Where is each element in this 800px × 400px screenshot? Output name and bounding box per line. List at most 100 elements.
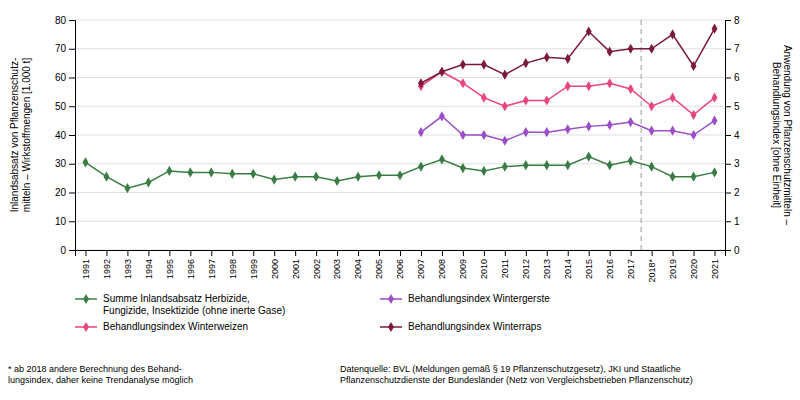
tick-mark — [69, 78, 75, 79]
tick-mark — [358, 250, 359, 256]
marker — [271, 174, 277, 184]
tick-label: 2014 — [563, 259, 573, 279]
tick: 1994 — [144, 250, 154, 279]
series — [418, 111, 717, 146]
tick: 2020 — [689, 250, 699, 279]
tick: 2005 — [374, 250, 384, 279]
text-line: Pflanzenschutzdienste der Bundesländer (… — [340, 375, 693, 385]
marker — [418, 162, 424, 172]
marker — [565, 81, 571, 91]
marker — [565, 54, 571, 64]
marker — [649, 44, 655, 54]
tick-label: 1 — [734, 216, 740, 227]
tick-mark — [400, 250, 401, 256]
tick: 40 — [55, 130, 75, 141]
marker — [481, 93, 487, 103]
tick: 2010 — [479, 250, 489, 279]
legend: Summe Inlandsabsatz Herbizide,Fungizide,… — [75, 293, 550, 332]
marker — [649, 101, 655, 111]
marker — [439, 111, 445, 121]
legend-label: Behandlungsindex Winterweizen — [103, 321, 248, 332]
tick-mark — [169, 250, 170, 256]
marker — [481, 130, 487, 140]
marker — [523, 160, 529, 170]
marker — [439, 154, 445, 164]
marker — [460, 163, 466, 173]
tick: 30 — [55, 158, 75, 169]
marker — [418, 78, 424, 88]
marker — [104, 172, 110, 182]
tick-mark — [148, 250, 149, 256]
tick-label: 2003 — [332, 259, 342, 279]
legend-item: Behandlungsindex Winterweizen — [75, 321, 248, 332]
series-line — [421, 29, 715, 84]
tick-mark — [421, 250, 422, 256]
tick-label: 2011 — [500, 259, 510, 278]
tick: 4 — [725, 130, 740, 141]
tick-label: 2007 — [416, 259, 426, 279]
tick: 1992 — [102, 250, 112, 279]
marker — [691, 110, 697, 120]
marker — [292, 172, 298, 182]
text-line: mitteln – Wirkstoffmengen [1.000 t] — [21, 58, 32, 213]
marker — [439, 67, 445, 77]
tick: 2008 — [437, 250, 447, 279]
tick-mark — [232, 250, 233, 256]
marker — [502, 101, 508, 111]
marker — [607, 120, 613, 130]
marker — [523, 95, 529, 105]
tick: 2015 — [584, 250, 594, 279]
marker — [187, 167, 193, 177]
tick-label: 1998 — [228, 259, 238, 279]
tick: 2007 — [416, 250, 426, 279]
text-line: lungsindex, daher keine Trendanalyse mög… — [8, 375, 193, 385]
tick: 10 — [55, 216, 75, 227]
tick: 60 — [55, 72, 75, 83]
marker — [124, 183, 130, 193]
marker — [691, 172, 697, 182]
tick-mark — [69, 20, 75, 21]
tick-mark — [69, 49, 75, 50]
marker — [586, 121, 592, 131]
tick-mark — [69, 250, 75, 251]
grid-line — [75, 192, 725, 193]
tick-label: 1999 — [249, 259, 259, 279]
tick: 2016 — [605, 250, 615, 279]
tick-label: 5 — [734, 101, 740, 112]
tick: 2003 — [332, 250, 342, 279]
tick-label: 80 — [55, 15, 67, 26]
tick-label: 7 — [734, 43, 740, 54]
marker — [481, 166, 487, 176]
tick: 1998 — [228, 250, 238, 279]
marker — [481, 59, 487, 69]
marker — [544, 127, 550, 137]
tick-mark — [69, 106, 75, 107]
tick-mark — [610, 250, 611, 256]
legend-item: Behandlungsindex Winterraps — [380, 321, 541, 332]
marker — [544, 95, 550, 105]
tick: 20 — [55, 187, 75, 198]
series — [83, 151, 718, 193]
footnote: * ab 2018 andere Berechnung des Behand-l… — [8, 364, 193, 385]
tick-label: 0 — [734, 245, 740, 256]
marker — [523, 58, 529, 68]
tick-label: 0 — [60, 245, 66, 256]
vertical-line — [641, 20, 642, 250]
grid-line — [75, 77, 725, 78]
marker — [649, 126, 655, 136]
legend-label: Behandlungsindex Wintergerste — [408, 293, 550, 304]
tick: 1997 — [207, 250, 217, 279]
tick: 2012 — [521, 250, 531, 279]
tick: 0 — [725, 245, 740, 256]
marker — [208, 167, 214, 177]
legend-marker — [83, 294, 89, 304]
tick-mark — [106, 250, 107, 256]
tick-mark — [725, 135, 731, 136]
tick-label: 1992 — [102, 259, 112, 279]
tick-mark — [337, 250, 338, 256]
tick-mark — [725, 106, 731, 107]
tick: 70 — [55, 43, 75, 54]
tick-label: 2012 — [521, 259, 531, 279]
series-line — [85, 157, 714, 189]
tick-label: 2002 — [312, 259, 322, 279]
